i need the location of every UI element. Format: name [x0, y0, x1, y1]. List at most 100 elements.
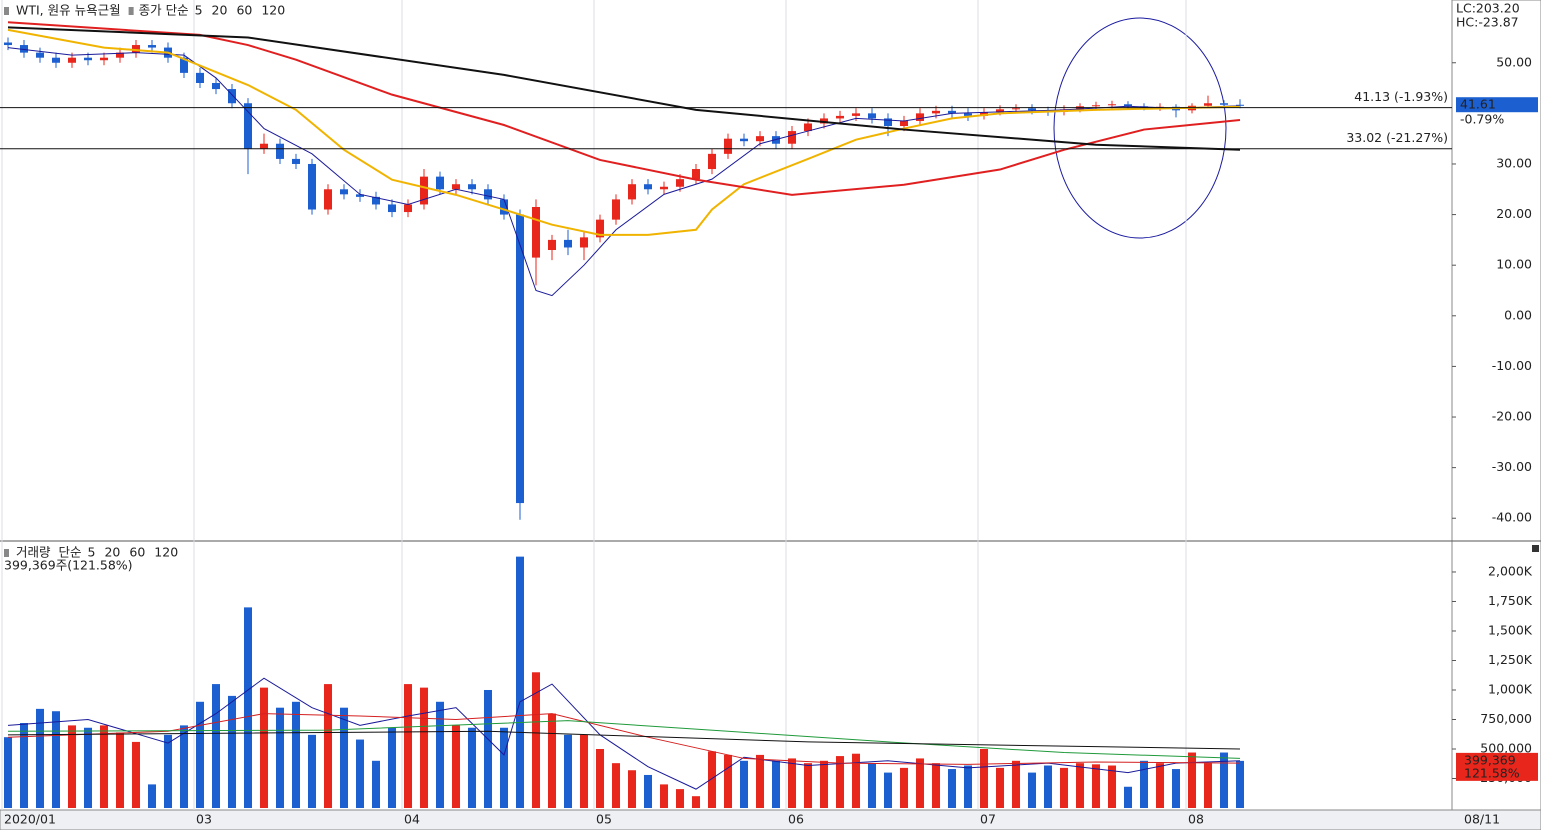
y-tick-label: 0.00: [1504, 307, 1532, 322]
candle-body: [100, 57, 108, 61]
volume-bar: [900, 767, 908, 808]
volume-bar: [628, 770, 636, 808]
volume-bar: [1124, 786, 1132, 808]
volume-bar: [676, 789, 684, 808]
candle-body: [564, 239, 572, 248]
volume-bar: [788, 758, 796, 808]
candle-body: [228, 89, 236, 104]
legend-entry: 60: [236, 3, 252, 18]
volume-bar: [564, 734, 572, 808]
candle-body: [404, 204, 412, 213]
candle-body: [340, 189, 348, 195]
legend-entry: 120: [154, 545, 178, 560]
candle-body: [708, 153, 716, 170]
volume-bar: [996, 767, 1004, 808]
legend-marker: [4, 549, 9, 557]
volume-ma-line: [7, 677, 1241, 790]
candle-body: [180, 57, 188, 73]
volume-bar: [1156, 763, 1164, 808]
last-volume-pct: 121.58%: [1464, 765, 1520, 780]
volume-bar: [340, 707, 348, 808]
volume-bar: [164, 734, 172, 808]
candle-body: [260, 143, 268, 149]
last-volume: 399,369: [1464, 752, 1516, 767]
volume-ma-line: [7, 730, 1241, 750]
y-tick-label: 750,000: [1480, 711, 1532, 726]
date-axis: [0, 809, 1541, 830]
date-label: 08/11: [1464, 812, 1500, 827]
level-label: 33.02 (-21.27%): [1346, 130, 1448, 145]
volume-bar: [1012, 760, 1020, 808]
volume-bar: [84, 727, 92, 808]
volume-bar: [1092, 764, 1100, 808]
x-tick-label: 05: [596, 812, 612, 827]
legend-ma-label: 종가 단순: [139, 3, 189, 18]
volume-bar: [740, 760, 748, 808]
volume-bar: [1172, 769, 1180, 808]
volume-bar: [180, 725, 188, 808]
volume-bar: [660, 784, 668, 808]
candle-body: [1012, 108, 1020, 110]
candle-body: [36, 52, 44, 58]
volume-bar: [1076, 763, 1084, 808]
y-tick-label: 1,250K: [1488, 652, 1533, 667]
volume-bar: [1044, 765, 1052, 808]
y-tick-label: 10.00: [1496, 257, 1532, 272]
volume-bar: [244, 607, 252, 808]
volume-bar: [148, 784, 156, 808]
candle-body: [500, 199, 508, 215]
candle-body: [516, 214, 524, 504]
annotation-circle: [1053, 17, 1227, 239]
volume-bar: [612, 763, 620, 808]
candle-body: [372, 196, 380, 205]
y-tick-label: 30.00: [1496, 155, 1532, 170]
legend-ma-label: 단순: [59, 545, 82, 560]
candle-body: [996, 109, 1004, 113]
candle-body: [1204, 103, 1212, 106]
volume-bar: [644, 774, 652, 808]
panel-button[interactable]: [1532, 545, 1539, 552]
legend-entry: 60: [129, 545, 145, 560]
volume-bar: [260, 687, 268, 808]
y-tick-label: 20.00: [1496, 206, 1532, 221]
volume-bar: [1204, 763, 1212, 808]
candle-body: [740, 138, 748, 142]
volume-bar: [868, 763, 876, 808]
candle-body: [612, 199, 620, 220]
candle-body: [468, 184, 476, 190]
candle-body: [292, 158, 300, 164]
candle-body: [244, 103, 252, 149]
candle-body: [132, 45, 140, 53]
candle-body: [52, 57, 60, 63]
volume-bar: [372, 760, 380, 808]
volume-bar: [596, 748, 604, 808]
candle-body: [1092, 105, 1100, 107]
volume-bar: [468, 727, 476, 808]
volume-bar: [932, 763, 940, 808]
x-tick-label: 06: [788, 812, 804, 827]
candle-body: [916, 113, 924, 121]
candle-body: [356, 194, 364, 197]
candle-body: [68, 57, 76, 63]
y-tick-label: 2,000K: [1488, 563, 1533, 578]
legend-entry: 5: [88, 545, 96, 560]
candle-body: [820, 118, 828, 124]
volume-ma-line: [7, 720, 1241, 759]
volume-bar: [724, 754, 732, 808]
candle-body: [148, 45, 156, 48]
volume-bar: [276, 707, 284, 808]
candle-body: [868, 113, 876, 119]
legend-title: 거래량: [16, 545, 51, 560]
volume-bar: [388, 727, 396, 808]
volume-bar: [708, 751, 716, 808]
volume-bar: [500, 727, 508, 808]
level-label: 41.13 (-1.93%): [1354, 89, 1448, 104]
volume-bar: [1140, 760, 1148, 808]
x-tick-label: 07: [980, 812, 996, 827]
y-tick-label: 1,500K: [1488, 622, 1533, 637]
volume-bar: [1188, 752, 1196, 808]
last-volume-box: [1456, 752, 1538, 781]
right-axis: [1451, 0, 1541, 830]
candle-body: [532, 206, 540, 258]
volume-bar: [820, 760, 828, 808]
